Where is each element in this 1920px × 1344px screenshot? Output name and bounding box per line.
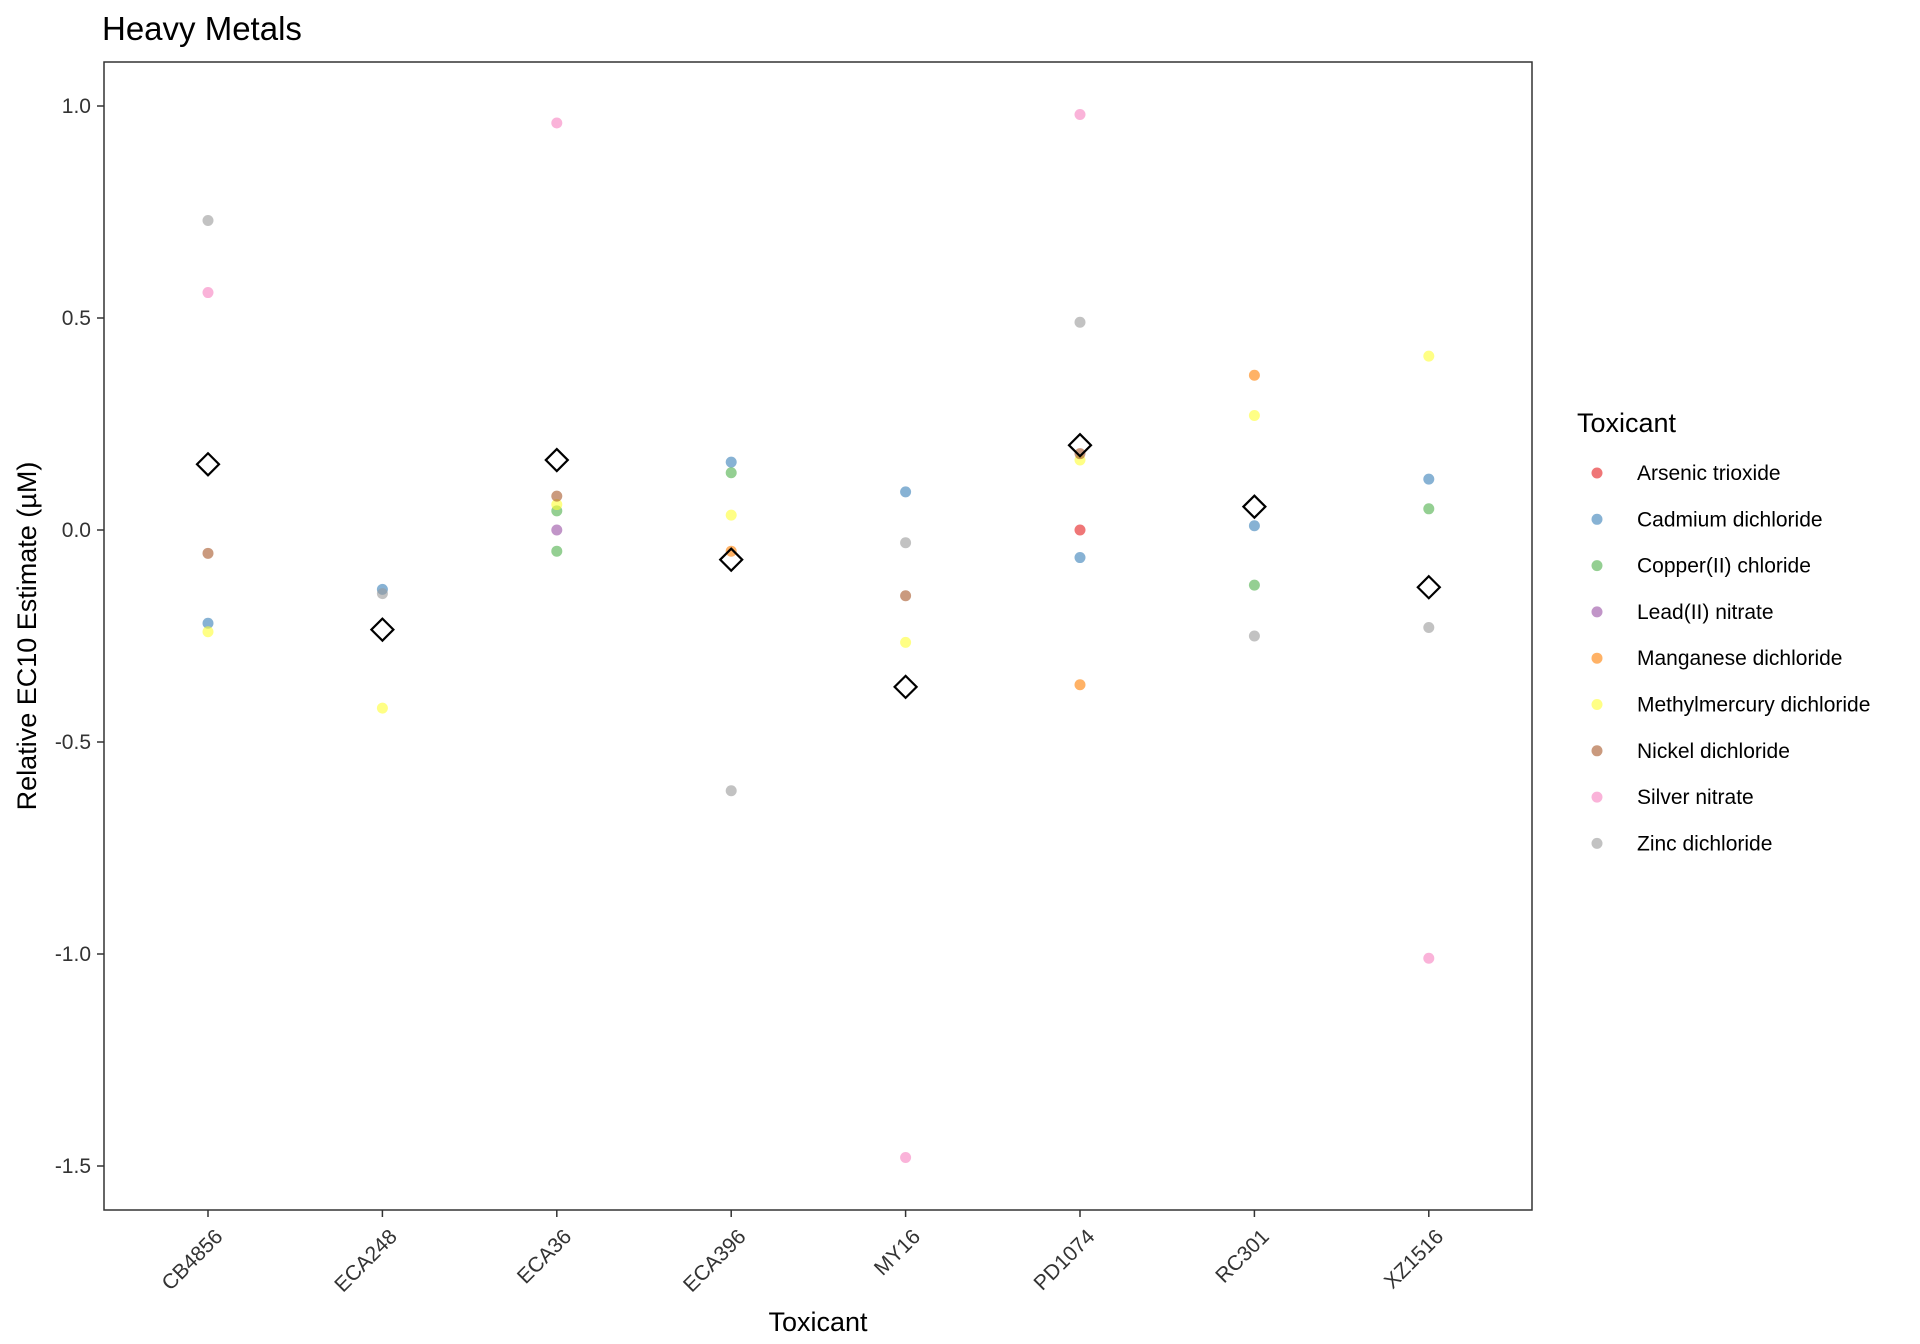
- data-point: [1423, 503, 1435, 515]
- legend-label: Arsenic trioxide: [1637, 462, 1781, 485]
- data-point: [1074, 316, 1086, 328]
- data-points: [202, 108, 1435, 1164]
- y-axis: 1.0 0.5 0.0 -0.5 -1.0 -1.5: [55, 95, 104, 1178]
- data-point: [900, 636, 912, 648]
- y-tick-label: 1.0: [62, 95, 91, 118]
- data-point: [1074, 552, 1086, 564]
- legend-label: Manganese dichloride: [1637, 647, 1842, 670]
- data-point: [1248, 410, 1260, 422]
- legend-label: Nickel dichloride: [1637, 740, 1790, 763]
- data-point: [1248, 579, 1260, 591]
- legend-key: [1591, 745, 1603, 757]
- data-point: [202, 287, 214, 299]
- data-point: [725, 456, 737, 468]
- data-point: [551, 545, 563, 557]
- mean-marker: [718, 547, 744, 573]
- data-point: [551, 490, 563, 502]
- legend-key: [1591, 560, 1603, 572]
- legend-key: [1591, 513, 1603, 525]
- data-point: [900, 590, 912, 602]
- y-tick-label: -0.5: [55, 731, 91, 754]
- mean-marker: [1241, 494, 1267, 520]
- x-tick-label: ECA396: [679, 1225, 751, 1297]
- data-point: [1423, 350, 1435, 362]
- mean-marker: [893, 674, 919, 700]
- mean-marker: [369, 617, 395, 643]
- data-point: [1423, 952, 1435, 964]
- data-point: [1423, 622, 1435, 634]
- data-point: [1074, 448, 1086, 460]
- data-point: [1423, 473, 1435, 485]
- x-tick-label: RC301: [1211, 1225, 1273, 1287]
- legend-key: [1591, 606, 1603, 618]
- legend-key: [1591, 837, 1603, 849]
- y-tick-label: -1.0: [55, 943, 91, 966]
- legend-label: Zinc dichloride: [1637, 832, 1772, 855]
- data-point: [376, 588, 388, 600]
- mean-marker: [195, 451, 221, 477]
- data-point: [900, 537, 912, 549]
- y-axis-title: Relative EC10 Estimate (µM): [12, 462, 42, 811]
- data-point: [376, 702, 388, 714]
- y-tick-label: 0.5: [62, 307, 91, 330]
- x-axis: CB4856 ECA248 ECA36 ECA396 MY16 PD1074 RC301 XZ…: [157, 1210, 1448, 1297]
- x-tick-label: CB4856: [157, 1225, 227, 1295]
- data-point: [551, 117, 563, 129]
- data-point: [1074, 524, 1086, 536]
- plot-panel: [103, 61, 1533, 1211]
- legend-label: Copper(II) chloride: [1637, 555, 1811, 578]
- x-tick-label: ECA36: [513, 1225, 576, 1288]
- data-point: [725, 509, 737, 521]
- data-point: [202, 626, 214, 638]
- legend-label: Cadmium dichloride: [1637, 508, 1823, 531]
- mean-markers: [195, 432, 1442, 700]
- data-point: [725, 467, 737, 479]
- data-point: [1248, 369, 1260, 381]
- data-point: [725, 785, 737, 797]
- legend-label: Methylmercury dichloride: [1637, 694, 1870, 717]
- y-tick-label: 0.0: [62, 519, 91, 542]
- data-point: [1074, 679, 1086, 691]
- legend-label: Silver nitrate: [1637, 786, 1754, 809]
- data-point: [1248, 630, 1260, 642]
- data-point: [900, 486, 912, 498]
- x-tick-label: XZ1516: [1380, 1225, 1448, 1293]
- mean-marker: [1416, 574, 1442, 600]
- data-point: [202, 214, 214, 226]
- legend-key: [1591, 467, 1603, 479]
- legend-key: [1591, 652, 1603, 664]
- data-point: [1074, 108, 1086, 120]
- mean-marker: [544, 447, 570, 473]
- x-tick-label: PD1074: [1029, 1225, 1099, 1295]
- legend-label: Lead(II) nitrate: [1637, 601, 1774, 624]
- data-point: [202, 617, 214, 629]
- mean-marker: [1067, 432, 1093, 458]
- x-tick-label: ECA248: [330, 1225, 402, 1297]
- legend: Arsenic trioxide Cadmium dichloride Copper…: [1591, 462, 1870, 855]
- legend-key: [1591, 699, 1603, 710]
- legend-key: [1591, 791, 1603, 803]
- data-point: [725, 545, 737, 557]
- x-tick-label: MY16: [870, 1225, 925, 1280]
- chart-title: Heavy Metals: [102, 10, 302, 47]
- data-point: [1248, 520, 1260, 532]
- data-point: [551, 524, 563, 536]
- data-point: [551, 499, 563, 511]
- data-point: [202, 547, 214, 559]
- x-axis-title: Toxicant: [768, 1307, 868, 1337]
- legend-title: Toxicant: [1577, 408, 1677, 438]
- y-tick-label: -1.5: [55, 1155, 91, 1178]
- data-point: [900, 1152, 912, 1164]
